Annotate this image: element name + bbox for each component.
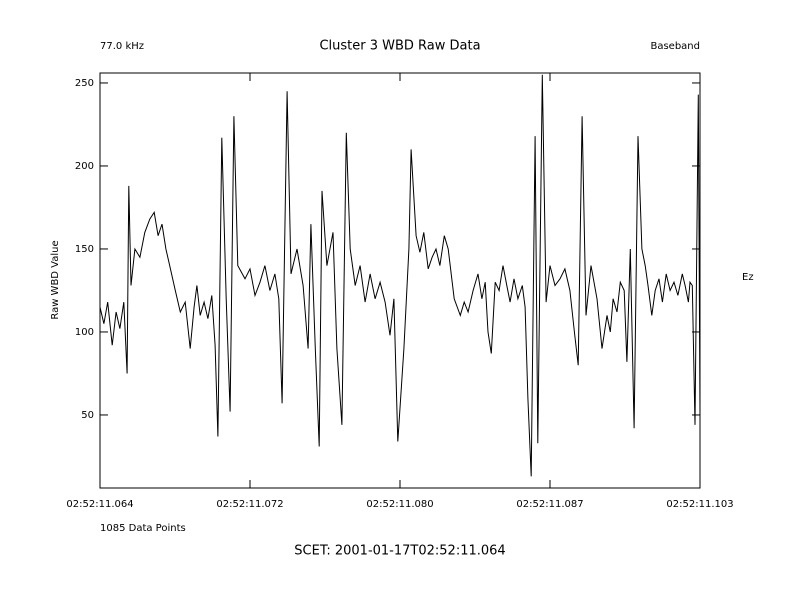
x-tick-label: 02:52:11.087 <box>516 499 583 510</box>
frequency-note: 77.0 kHz <box>100 41 144 52</box>
x-tick-label: 02:52:11.064 <box>66 499 133 510</box>
y-tick-label: 100 <box>75 327 94 338</box>
channel-label: Ez <box>742 272 754 283</box>
y-tick-label: 150 <box>75 244 94 255</box>
x-tick-label: 02:52:11.080 <box>366 499 433 510</box>
y-tick-label: 200 <box>75 161 94 172</box>
y-tick-label: 250 <box>75 78 94 89</box>
y-tick-label: 50 <box>81 410 94 421</box>
y-axis-label: Raw WBD Value <box>50 240 61 319</box>
points-note: 1085 Data Points <box>100 523 186 534</box>
x-tick-label: 02:52:11.103 <box>666 499 733 510</box>
x-axis-label: SCET: 2001-01-17T02:52:11.064 <box>294 544 505 559</box>
chart-title: Cluster 3 WBD Raw Data <box>319 39 480 54</box>
data-line <box>99 74 701 477</box>
mode-note: Baseband <box>650 41 700 52</box>
plot-frame <box>99 72 701 489</box>
x-tick-label: 02:52:11.072 <box>216 499 283 510</box>
